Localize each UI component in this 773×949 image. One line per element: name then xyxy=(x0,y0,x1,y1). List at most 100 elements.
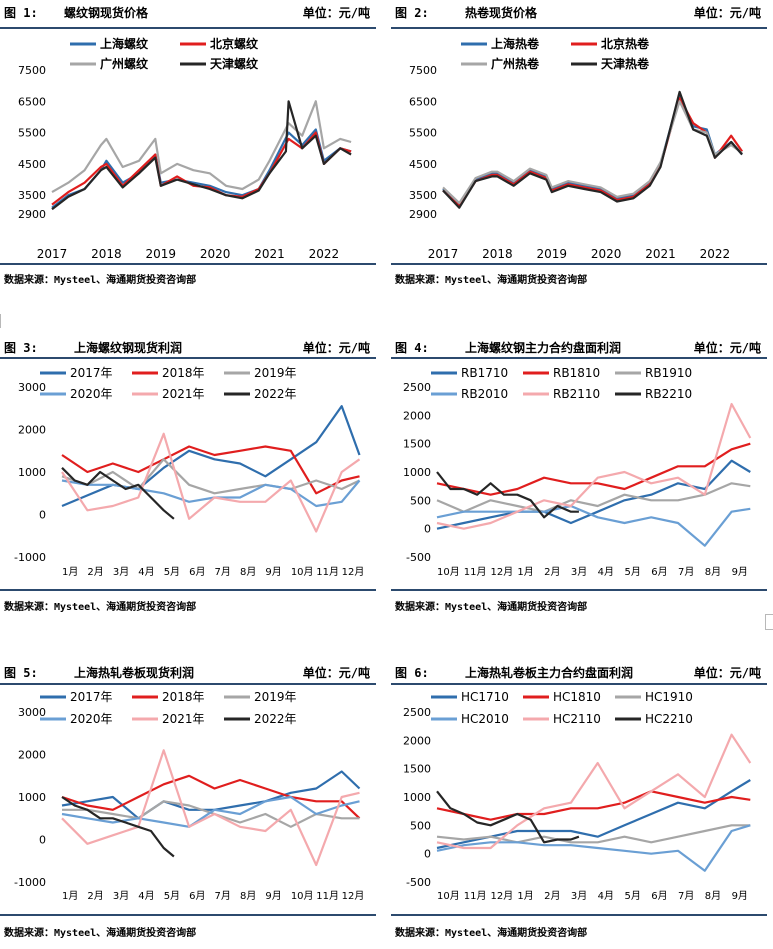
x-tick-label: 8月 xyxy=(240,890,256,902)
chart-rebar-futures-profit: -500 0 500 1000 1500 2000 2500 10月 11月 12月 1月 2月 3月 4… xyxy=(403,366,752,578)
y-tick-label: 500 xyxy=(410,494,431,507)
figure-title: 上海螺纹钢主力合约盘面利润 xyxy=(465,341,622,355)
x-tick-label: 2019 xyxy=(536,247,567,261)
series-line-2019年 xyxy=(61,458,360,495)
x-tick-label: 10月 xyxy=(291,566,314,578)
source-note: 数据来源：Mysteel、海通期货投资咨询部 xyxy=(395,275,588,286)
x-tick-label: 9月 xyxy=(265,890,281,902)
header-rule xyxy=(0,357,376,359)
figure-title: 上海热轧卷板主力合约盘面利润 xyxy=(465,666,634,680)
series-line-RB1810 xyxy=(436,442,751,496)
x-tick-label: 11月 xyxy=(464,890,487,902)
source-note: 数据来源：Mysteel、海通期货投资咨询部 xyxy=(395,602,588,613)
x-tick-label: 6月 xyxy=(651,890,667,902)
figure-number: 图 2: xyxy=(395,6,429,20)
x-tick-label: 2月 xyxy=(87,890,103,902)
x-tick-label: 9月 xyxy=(732,890,748,902)
figure-number: 图 6: xyxy=(395,666,429,680)
figure-5-panel: 图 5: 上海热轧卷板现货利润 单位：元/吨 -1000 0 1000 2000 300… xyxy=(0,660,376,949)
x-tick-label: 12月 xyxy=(342,566,365,578)
figure-unit: 单位：元/吨 xyxy=(693,341,761,355)
series-line-RB2210 xyxy=(436,471,579,519)
x-tick-label: 2月 xyxy=(544,566,560,578)
figure-title: 上海热轧卷板现货利润 xyxy=(74,666,195,680)
x-tick-label: 2月 xyxy=(544,890,560,902)
series-line-2021年 xyxy=(61,749,360,867)
x-tick-label: 1月 xyxy=(517,566,533,578)
x-tick-label: 1月 xyxy=(62,566,78,578)
series-line-2022年 xyxy=(61,796,175,858)
x-tick-label: 12月 xyxy=(342,890,365,902)
figure-header: 图 5: 上海热轧卷板现货利润 单位：元/吨 xyxy=(0,660,376,684)
x-tick-label: 11月 xyxy=(316,890,339,902)
y-tick-label: 0 xyxy=(424,848,431,861)
y-tick-label: -500 xyxy=(406,876,431,889)
legend-label: 2022年 xyxy=(254,387,297,401)
legend-label: 2021年 xyxy=(162,387,205,401)
legend-label: 2019年 xyxy=(254,690,297,704)
figure-unit: 单位：元/吨 xyxy=(302,6,370,20)
x-tick-label: 2月 xyxy=(87,566,103,578)
footer-rule xyxy=(391,589,767,591)
x-tick-label: 6月 xyxy=(189,566,205,578)
legend-label: HC2010 xyxy=(461,712,509,726)
x-tick-label: 5月 xyxy=(164,566,180,578)
y-tick-label: 2500 xyxy=(403,381,431,394)
legend-label: 上海螺纹 xyxy=(100,36,149,51)
x-tick-label: 3月 xyxy=(571,566,587,578)
figure-header: 图 2: 热卷现货价格 单位：元/吨 xyxy=(391,0,767,24)
y-tick-label: 1000 xyxy=(18,466,46,479)
series-line-北京热卷 xyxy=(442,97,744,208)
legend-label: HC1710 xyxy=(461,690,509,704)
legend-label: HC1810 xyxy=(553,690,601,704)
legend-label: RB2110 xyxy=(553,387,600,401)
header-rule xyxy=(391,357,767,359)
figure-unit: 单位：元/吨 xyxy=(302,666,370,680)
figure-4-panel: 图 4: 上海螺纹钢主力合约盘面利润 单位：元/吨 -500 0 500 1000 15… xyxy=(391,335,767,625)
y-tick-label: 1000 xyxy=(18,791,46,804)
y-tick-label: 1000 xyxy=(403,466,431,479)
y-tick-label: 7500 xyxy=(18,64,46,77)
series-line-广州热卷 xyxy=(442,100,743,205)
footer-rule xyxy=(391,914,767,916)
source-note: 数据来源：Mysteel、海通期货投资咨询部 xyxy=(4,602,197,613)
x-tick-label: 8月 xyxy=(240,566,256,578)
x-tick-label: 2020 xyxy=(200,247,231,261)
x-tick-label: 5月 xyxy=(164,890,180,902)
series-line-2020年 xyxy=(61,479,361,508)
y-tick-label: 2500 xyxy=(403,706,431,719)
x-tick-label: 2017 xyxy=(428,247,459,261)
figure-number: 图 3: xyxy=(4,341,38,355)
legend-label: 上海热卷 xyxy=(491,36,540,51)
y-tick-label: 1000 xyxy=(403,791,431,804)
x-tick-label: 3月 xyxy=(113,890,129,902)
y-tick-label: 3000 xyxy=(18,381,46,394)
x-tick-label: 10月 xyxy=(291,890,314,902)
x-tick-label: 9月 xyxy=(732,566,748,578)
x-tick-label: 2021 xyxy=(645,247,676,261)
x-tick-label: 2017 xyxy=(37,247,68,261)
figure-title: 螺纹钢现货价格 xyxy=(64,6,149,20)
y-tick-label: 2900 xyxy=(409,208,437,221)
y-tick-label: 0 xyxy=(424,523,431,536)
y-tick-label: -500 xyxy=(406,551,431,564)
legend-label: 2021年 xyxy=(162,712,205,726)
y-tick-label: 3000 xyxy=(18,706,46,719)
x-tick-label: 8月 xyxy=(705,890,721,902)
series-line-2022年 xyxy=(61,467,175,520)
y-tick-label: 500 xyxy=(410,819,431,832)
header-rule xyxy=(0,683,376,685)
series-line-HC2210 xyxy=(436,790,580,844)
legend-label: HC2110 xyxy=(553,712,601,726)
series-line-广州螺纹 xyxy=(51,100,352,194)
header-rule xyxy=(0,27,376,29)
legend-label: 2020年 xyxy=(70,712,113,726)
x-tick-label: 2022 xyxy=(309,247,340,261)
x-tick-label: 4月 xyxy=(598,890,614,902)
legend-label: 2020年 xyxy=(70,387,113,401)
figure-unit: 单位：元/吨 xyxy=(302,341,370,355)
legend-label: 广州螺纹 xyxy=(100,56,149,71)
series-line-HC1910 xyxy=(436,824,751,844)
source-note: 数据来源：Mysteel、海通期货投资咨询部 xyxy=(395,928,588,939)
y-tick-label: 6500 xyxy=(18,95,46,108)
